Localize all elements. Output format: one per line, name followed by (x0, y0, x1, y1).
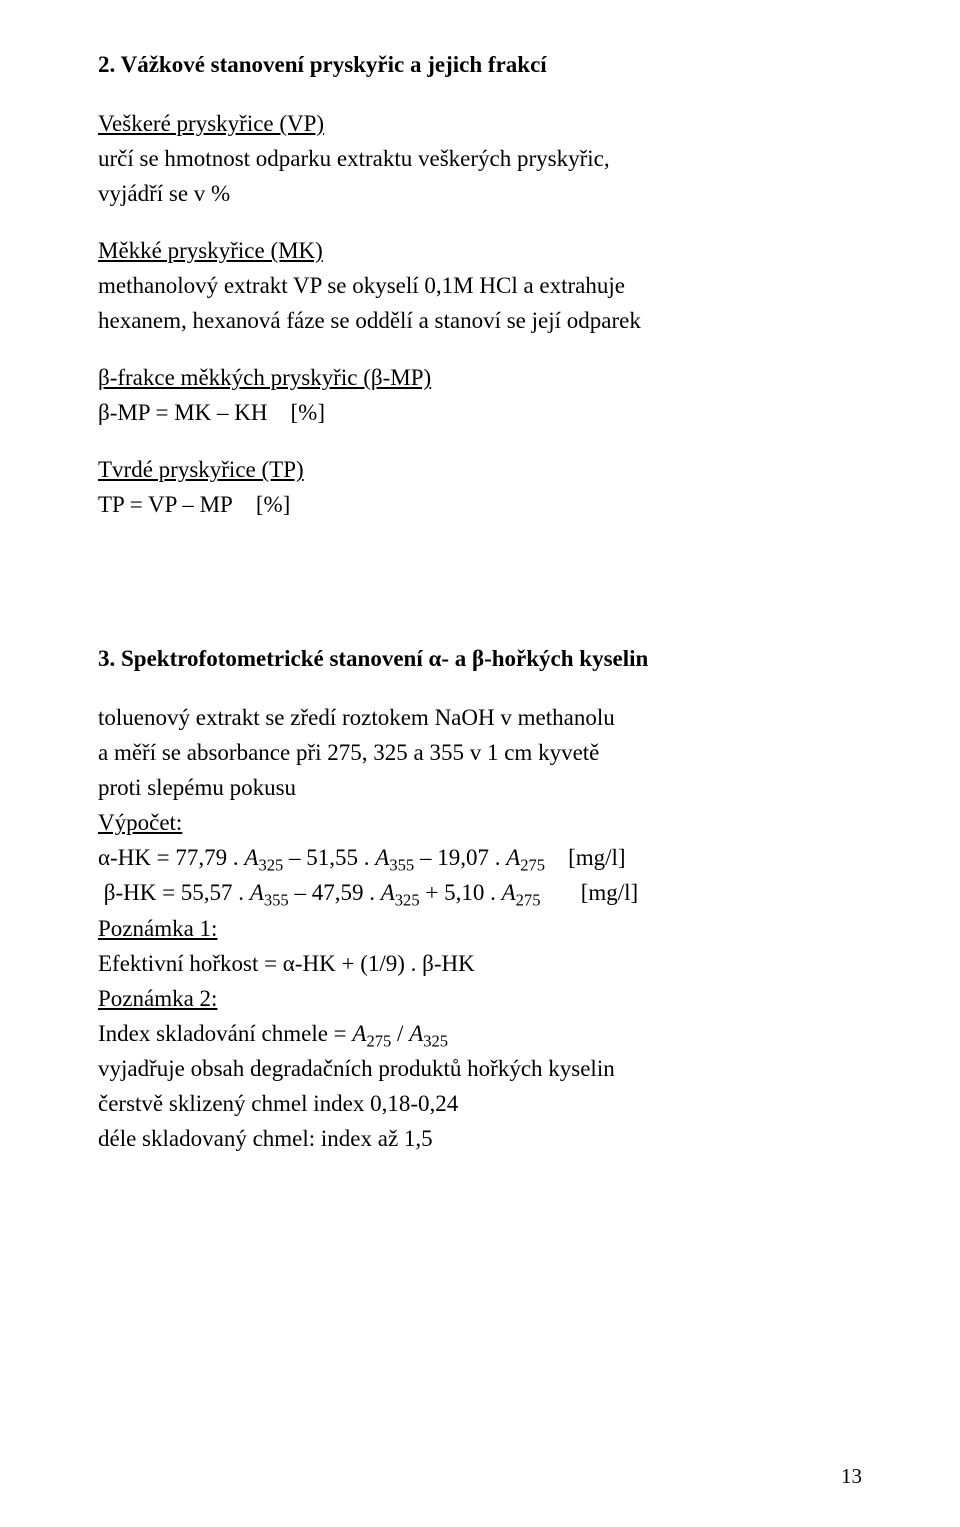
mk-heading: Měkké pryskyřice (MK) (98, 235, 862, 266)
tp-formula-text: TP = VP – MP (98, 492, 233, 517)
vp-line-1: určí se hmotnost odparku extraktu vešker… (98, 143, 862, 174)
sub-325-c: 325 (423, 1031, 448, 1050)
s3-line-2: a měří se absorbance při 275, 325 a 355 … (98, 737, 862, 768)
bmp-heading: β-frakce měkkých pryskyřic (β-MP) (98, 362, 862, 393)
beta-hk-formula: β-HK = 55,57 . A355 – 47,59 . A325 + 5,1… (98, 877, 862, 908)
mk-line-1: methanolový extrakt VP se okyselí 0,1M H… (98, 270, 862, 301)
s3-line-3: proti slepému pokusu (98, 772, 862, 803)
beta-pre: β-HK = 55,57 . (104, 880, 250, 905)
alpha-pre: α-HK = 77,79 . (98, 845, 244, 870)
note2-line-2: vyjadřuje obsah degradačních produktů ho… (98, 1053, 862, 1084)
page-number: 13 (841, 1464, 862, 1489)
A-symbol-4: A (250, 880, 264, 905)
s3-line-1: toluenový extrakt se zředí roztokem NaOH… (98, 702, 862, 733)
tp-unit: [%] (256, 492, 290, 517)
vp-line-2: vyjádří se v % (98, 178, 862, 209)
note1-text: Efektivní hořkost = α-HK + (1/9) . β-HK (98, 948, 862, 979)
note2-l1-mid: / (391, 1021, 409, 1046)
page: 2. Vážkové stanovení pryskyřic a jejich … (0, 0, 960, 1527)
alpha-mid2: – 19,07 . (414, 845, 506, 870)
calc-label: Výpočet: (98, 807, 862, 838)
alpha-unit: [mg/l] (568, 845, 626, 870)
note2-l1-pre: Index skladování chmele = (98, 1021, 352, 1046)
mk-line-2: hexanem, hexanová fáze se oddělí a stano… (98, 305, 862, 336)
note2-line-1: Index skladování chmele = A275 / A325 (98, 1018, 862, 1049)
alpha-mid1: – 51,55 . (283, 845, 375, 870)
A-symbol-5: A (381, 880, 395, 905)
sub-325-b: 325 (395, 891, 420, 910)
note2-label: Poznámka 2: (98, 983, 862, 1014)
tp-formula: TP = VP – MP [%] (98, 489, 862, 520)
A-symbol-8: A (409, 1021, 423, 1046)
sub-275-b: 275 (516, 891, 541, 910)
note2-line-4: déle skladovaný chmel: index až 1,5 (98, 1123, 862, 1154)
sub-275-c: 275 (366, 1031, 391, 1050)
beta-mid1: – 47,59 . (289, 880, 381, 905)
bmp-unit: [%] (291, 400, 325, 425)
vp-heading: Veškeré pryskyřice (VP) (98, 108, 862, 139)
tp-heading: Tvrdé pryskyřice (TP) (98, 454, 862, 485)
bmp-formula-text: β-MP = MK – KH (98, 400, 268, 425)
sub-355-b: 355 (264, 891, 289, 910)
sub-325-a: 325 (258, 856, 283, 875)
beta-unit: [mg/l] (581, 880, 639, 905)
section2-title: 2. Vážkové stanovení pryskyřic a jejich … (98, 50, 862, 80)
section3-title: 3. Spektrofotometrické stanovení α- a β-… (98, 644, 862, 674)
sub-275-a: 275 (520, 856, 545, 875)
A-symbol-7: A (352, 1021, 366, 1046)
A-symbol-2: A (375, 845, 389, 870)
alpha-hk-formula: α-HK = 77,79 . A325 – 51,55 . A355 – 19,… (98, 842, 862, 873)
note2-line-3: čerstvě sklizený chmel index 0,18-0,24 (98, 1088, 862, 1119)
bmp-formula: β-MP = MK – KH [%] (98, 397, 862, 428)
sub-355-a: 355 (389, 856, 414, 875)
beta-mid2: + 5,10 . (420, 880, 502, 905)
note1-label: Poznámka 1: (98, 913, 862, 944)
A-symbol-6: A (502, 880, 516, 905)
A-symbol-3: A (506, 845, 520, 870)
A-symbol-1: A (244, 845, 258, 870)
